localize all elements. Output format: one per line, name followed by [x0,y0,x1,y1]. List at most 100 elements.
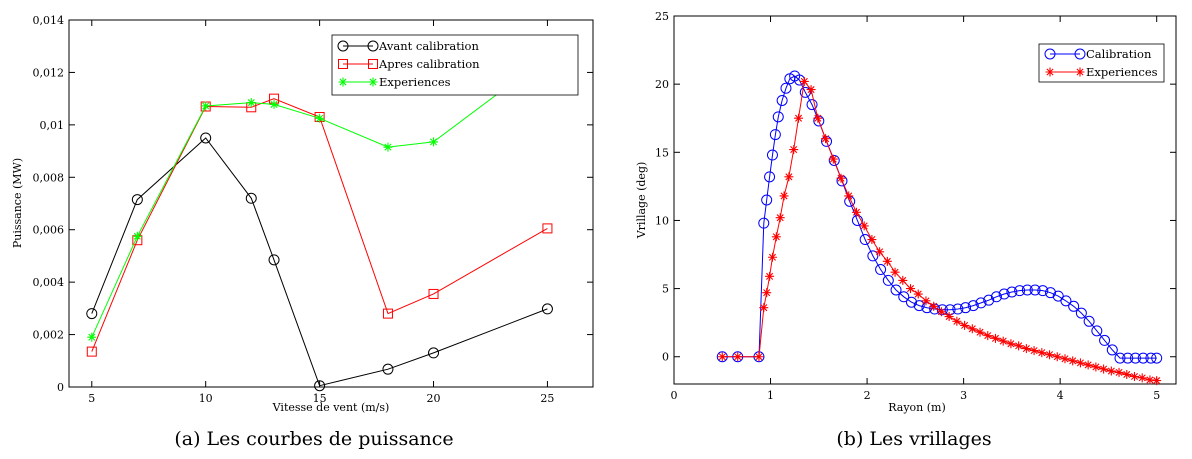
data-point [200,132,212,144]
data-point [765,271,775,281]
data-point [245,192,257,204]
plot-frame [68,19,594,388]
series-apres-calibration [86,93,553,357]
legend-label: Experiences [379,75,451,89]
data-point [1137,352,1149,364]
data-point [952,316,962,326]
legend-marker [367,40,379,52]
legend-marker [337,40,349,52]
data-point [428,288,439,299]
data-point [936,304,948,316]
data-point [1068,356,1078,366]
data-point [769,129,781,141]
data-point [87,332,97,342]
data-point [944,312,954,322]
data-point [1037,285,1049,297]
data-point [1106,366,1116,376]
y-tick-label: 0,014 [33,14,65,27]
data-point [758,217,770,229]
data-point [542,223,553,234]
y-tick-label: 0,002 [33,329,65,342]
data-point [246,98,256,108]
data-point [1083,315,1095,327]
data-point [898,275,908,285]
data-point [1099,334,1111,346]
data-point [772,111,784,123]
y-tick-label: 10 [655,214,669,227]
data-point [1091,362,1101,372]
data-point [1145,352,1157,364]
legend-marker [368,77,378,87]
data-point [1075,307,1087,319]
data-point [1052,352,1062,362]
data-point [780,82,792,94]
y-tick-label: 5 [662,283,669,296]
data-point [201,101,211,111]
legend-label: Experiences [1086,65,1158,79]
x-tick-label: 5 [1153,389,1160,402]
x-tick-label: 15 [313,392,327,405]
data-point [967,300,979,312]
data-point [821,135,833,147]
data-point [1021,284,1033,296]
data-point [1029,284,1041,296]
data-point [998,336,1008,346]
data-point [867,235,877,245]
data-point [929,301,939,311]
data-point [1045,287,1056,299]
data-point [851,214,863,226]
legend-marker [368,59,378,69]
data-point [905,296,917,308]
x-axis-label: Rayon (m) [888,401,946,414]
series-line [91,56,548,338]
data-point [771,232,781,242]
x-tick-label: 1 [767,389,774,402]
legend-label: Apres calibration [378,57,480,71]
data-point [1099,364,1109,374]
data-point [269,99,279,109]
data-point [844,191,854,201]
legend-label: Avant calibration [378,39,479,53]
x-tick-label: 10 [199,392,213,405]
x-tick-label: 4 [1057,389,1064,402]
data-point [383,142,393,152]
x-tick-label: 25 [540,392,554,405]
data-point [382,308,393,319]
legend-marker [1075,67,1085,77]
series-avant-calibration [86,132,553,392]
data-point [1114,367,1124,377]
data-point [898,291,910,303]
data-point [315,113,325,123]
data-point [799,76,809,86]
series-line [722,75,1157,359]
data-point [813,115,825,127]
data-point [767,252,777,262]
y-axis-label: Puissance (MW) [11,158,24,248]
data-point [268,254,280,266]
data-point [806,99,818,111]
data-point [890,284,902,296]
data-point [913,300,925,312]
data-point [799,86,811,98]
data-point [789,145,799,155]
legend-marker [338,77,348,87]
legend: Avant calibration Apres calibration Experi… [331,34,579,96]
y-tick-label: 0 [662,351,669,364]
data-point [1091,325,1103,337]
legend-label: Calibration [1086,47,1152,61]
series-line [91,137,548,387]
data-point [890,267,900,277]
data-point [784,172,794,182]
data-point [1122,369,1132,379]
data-point [1083,360,1093,370]
data-point [775,213,785,223]
data-point [1068,300,1080,312]
legend-entry: Calibration [1044,47,1152,61]
y-tick-label: 20 [655,78,669,91]
x-tick-label: 20 [427,392,441,405]
data-point [1045,350,1055,360]
plot-frame [673,15,1177,385]
data-point [936,307,946,317]
series-experiences [87,52,552,342]
data-point [1060,295,1072,307]
